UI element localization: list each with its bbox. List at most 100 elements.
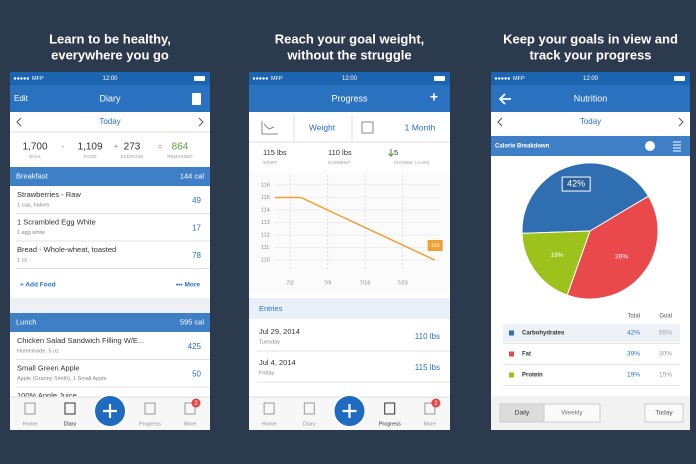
add-icon (103, 404, 117, 418)
food-name[interactable]: 1 Scrambled Egg White (17, 217, 96, 226)
nutrient-total: 42% (627, 330, 640, 337)
summary-operator: + (113, 141, 118, 151)
table-header: Total (627, 314, 640, 320)
stat-value: 5 (394, 148, 398, 157)
heading: Reach your goal weight, (275, 31, 425, 46)
heading: without the struggle (286, 47, 411, 62)
signal-dot (262, 77, 265, 80)
stat-value: 115 lbs (263, 148, 287, 157)
tab-icon[interactable] (424, 402, 436, 415)
slice-label: 19% (551, 252, 564, 259)
carrier: MFP (513, 76, 525, 82)
tab-icon[interactable] (64, 402, 76, 415)
food-calories: 425 (188, 342, 202, 351)
food-calories: 50 (192, 370, 201, 379)
heading: everywhere you go (51, 47, 169, 62)
tab-label[interactable]: More (184, 421, 197, 427)
nutrient-name: Fat (522, 352, 531, 358)
meal-calories: 595 cal (180, 317, 205, 326)
summary-operator: - (62, 141, 65, 151)
nav-add[interactable]: + (430, 89, 438, 105)
date: Today (99, 117, 120, 126)
today-button[interactable] (644, 403, 684, 423)
metric[interactable]: Weight (309, 122, 336, 132)
nav-title: Diary (99, 93, 121, 103)
tab-icon[interactable] (303, 402, 315, 415)
tab-icon[interactable] (24, 402, 36, 415)
nav-title: Nutrition (574, 93, 608, 103)
nav-bar (249, 85, 450, 112)
signal-dot (494, 77, 498, 80)
section-title: Calorie Breakdown (495, 144, 550, 150)
food-name[interactable]: Small Green Apple (17, 363, 80, 372)
segment-weekly[interactable] (543, 403, 601, 423)
nav-edit[interactable]: Edit (14, 94, 29, 103)
food-name[interactable]: Strawberries - Raw (17, 190, 81, 199)
tab-icon[interactable] (144, 402, 156, 415)
summary-label: REMAINING (167, 154, 193, 159)
meal-header (10, 313, 210, 332)
status-bar (10, 72, 210, 85)
nav-icon[interactable] (192, 93, 201, 105)
entry-date[interactable]: Jul 29, 2014 (259, 327, 300, 336)
tab-icon[interactable] (263, 402, 275, 415)
meal-calories: 144 cal (180, 171, 205, 180)
nav-title: Progress (331, 93, 368, 103)
signal-dot (13, 77, 17, 80)
chart-icon (261, 121, 278, 135)
nutrient-goal: 55% (659, 330, 672, 337)
pie-slice (521, 162, 650, 234)
next-arrow[interactable] (198, 117, 204, 127)
prev-arrow[interactable] (16, 117, 22, 127)
calendar-icon (361, 121, 374, 134)
status-bar (249, 72, 450, 85)
pie-icon[interactable] (645, 141, 655, 151)
x-tick-label: 7/2 (286, 280, 294, 286)
nav-bar (491, 85, 690, 112)
tab-label[interactable]: More (424, 421, 437, 427)
food-calories: 49 (192, 196, 201, 205)
stat-value: 110 lbs (328, 148, 352, 157)
summary-label: FOOD (84, 154, 98, 159)
x-tick-label: 7/23 (397, 280, 408, 286)
slice-label: 42% (567, 178, 585, 188)
entry-date[interactable]: Jul 4, 2014 (259, 358, 296, 367)
prev-arrow[interactable] (497, 117, 503, 127)
tab-icon[interactable] (384, 402, 396, 415)
tab-label[interactable]: Progress (139, 421, 161, 427)
tab-label[interactable]: Diary (64, 421, 77, 427)
badge-count: 2 (194, 401, 198, 407)
back-arrow[interactable] (498, 93, 511, 105)
food-detail: 1 oz (17, 257, 28, 263)
list-icon[interactable] (673, 141, 681, 152)
summary-value: 864 (172, 142, 189, 153)
y-tick-label: 112 (261, 232, 270, 238)
point-label-box (427, 240, 443, 251)
tab-label[interactable]: Diary (303, 421, 316, 427)
add-food[interactable]: + Add Food (20, 282, 56, 289)
today-label: Today (655, 410, 673, 417)
food-calories: 17 (192, 224, 201, 233)
x-tick-label: 7/16 (360, 280, 371, 286)
slice-label-box (561, 176, 591, 192)
food-calories: 78 (192, 251, 201, 260)
more-link[interactable]: ••• More (176, 282, 201, 289)
food-name[interactable]: Chicken Salad Sandwich Filling W/E... (17, 336, 144, 345)
summary-value: 273 (124, 142, 141, 153)
y-tick-label: 114 (261, 207, 270, 213)
clock: 12:00 (342, 76, 358, 82)
tab-label[interactable]: Home (23, 421, 38, 427)
tab-icon[interactable] (184, 402, 196, 415)
battery (434, 76, 445, 81)
add-icon (342, 404, 357, 418)
food-name[interactable]: 100% Apple Juice (17, 391, 77, 400)
range[interactable]: 1 Month (405, 122, 436, 132)
carrier: MFP (32, 76, 44, 82)
next-arrow[interactable] (678, 117, 684, 127)
food-name[interactable]: Bread - Whole-wheat, toasted (17, 245, 116, 254)
tab-label[interactable]: Progress (379, 421, 401, 427)
entry-weight: 115 lbs (415, 363, 440, 372)
tab-label[interactable]: Home (262, 421, 277, 427)
food-detail: Apple (Granny Smith), 1 Small Apple (17, 376, 107, 382)
